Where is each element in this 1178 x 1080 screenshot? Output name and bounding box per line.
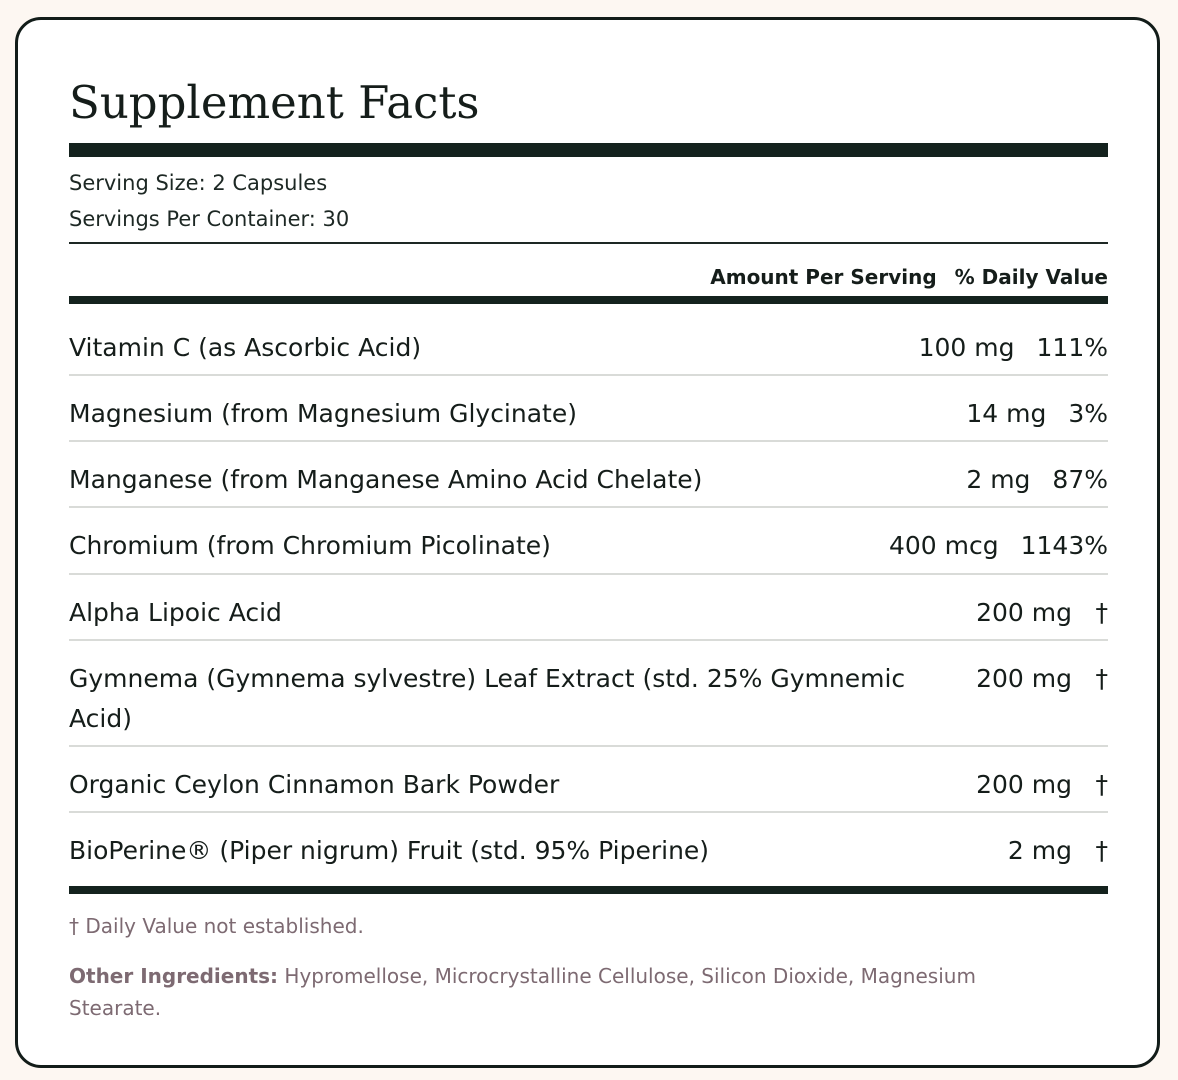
ingredient-daily-value: 111% — [1036, 333, 1108, 362]
ingredient-name: Gymnema (Gymnema sylvestre) Leaf Extract… — [69, 664, 906, 733]
ingredient-name: Vitamin C (as Ascorbic Acid) — [69, 333, 422, 362]
header-divider — [69, 296, 1108, 304]
ingredient-amount: 200 mg — [976, 598, 1072, 627]
column-headers: Amount Per Serving % Daily Value — [710, 262, 1108, 292]
ingredient-amount: 100 mg — [918, 333, 1015, 362]
serving-divider — [69, 242, 1108, 244]
ingredient-amount: 200 mg — [976, 770, 1072, 799]
ingredient-amount: 400 mcg — [888, 531, 999, 560]
supplement-facts-card: Supplement Facts Serving Size: 2 Capsule… — [15, 17, 1160, 1068]
ingredient-row: BioPerine® (Piper nigrum) Fruit (std. 95… — [69, 813, 1108, 879]
ingredient-row: Gymnema (Gymnema sylvestre) Leaf Extract… — [69, 641, 1108, 747]
ingredient-daily-value: 1143% — [1020, 531, 1108, 560]
ingredient-row: Alpha Lipoic Acid 200 mg † — [69, 575, 1108, 641]
ingredient-amount: 2 mg — [1007, 836, 1072, 865]
ingredient-amount: 200 mg — [976, 664, 1072, 693]
ingredient-row: Vitamin C (as Ascorbic Acid) 100 mg 111% — [69, 310, 1108, 376]
ingredient-daily-value: † — [1095, 836, 1109, 865]
ingredient-row: Chromium (from Chromium Picolinate) 400 … — [69, 508, 1108, 575]
other-ingredients-text: Hypromellose, Microcrystalline Cellulose… — [69, 964, 976, 1020]
other-ingredients-label: Other Ingredients: — [69, 964, 279, 988]
ingredient-name: Organic Ceylon Cinnamon Bark Powder — [69, 770, 560, 799]
ingredient-daily-value: 87% — [1052, 465, 1108, 494]
title-divider — [69, 143, 1108, 157]
serving-size: Serving Size: 2 Capsules — [69, 171, 328, 195]
footer-divider — [69, 886, 1108, 894]
ingredient-daily-value: † — [1095, 598, 1109, 627]
amount-per-serving-header: Amount Per Serving — [710, 265, 937, 289]
ingredient-daily-value: 3% — [1068, 399, 1108, 428]
ingredient-row: Magnesium (from Magnesium Glycinate) 14 … — [69, 376, 1108, 442]
ingredient-name: BioPerine® (Piper nigrum) Fruit (std. 95… — [69, 836, 710, 865]
ingredient-daily-value: † — [1095, 770, 1109, 799]
ingredient-name: Chromium (from Chromium Picolinate) — [69, 531, 551, 560]
ingredient-list: Vitamin C (as Ascorbic Acid) 100 mg 111% … — [69, 310, 1108, 879]
daily-value-footnote: † Daily Value not established. — [69, 914, 364, 938]
ingredient-daily-value: † — [1095, 664, 1109, 693]
ingredient-amount: 14 mg — [966, 399, 1047, 428]
ingredient-amount: 2 mg — [966, 465, 1031, 494]
ingredient-name: Magnesium (from Magnesium Glycinate) — [69, 399, 577, 428]
ingredient-name: Alpha Lipoic Acid — [69, 598, 282, 627]
ingredient-row: Manganese (from Manganese Amino Acid Che… — [69, 442, 1108, 508]
page-title: Supplement Facts — [69, 76, 480, 129]
daily-value-header: % Daily Value — [954, 265, 1108, 289]
other-ingredients: Other Ingredients: Hypromellose, Microcr… — [69, 960, 1068, 1024]
ingredient-name: Manganese (from Manganese Amino Acid Che… — [69, 465, 703, 494]
servings-per-container: Servings Per Container: 30 — [69, 207, 350, 231]
ingredient-row: Organic Ceylon Cinnamon Bark Powder 200 … — [69, 747, 1108, 813]
